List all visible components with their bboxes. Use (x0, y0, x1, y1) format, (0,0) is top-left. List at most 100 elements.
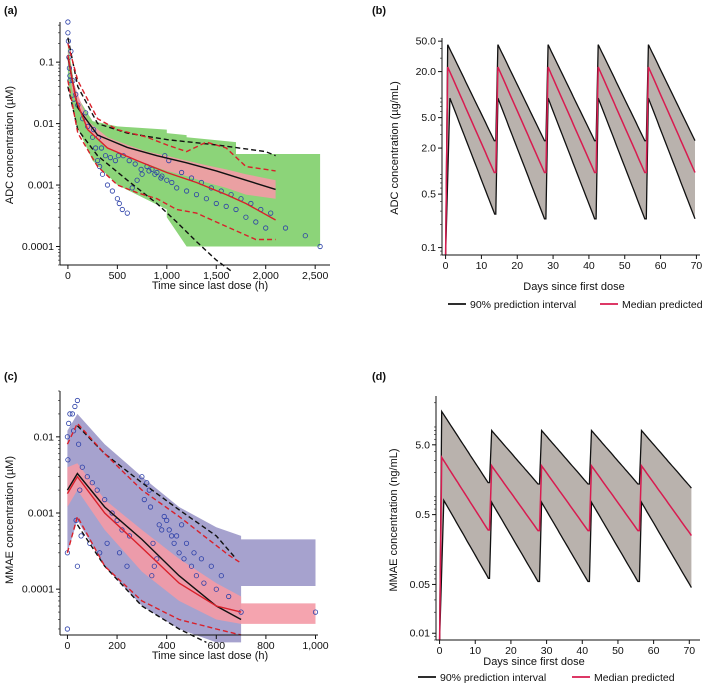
legend-b-pi-label: 90% prediction interval (470, 299, 576, 311)
data-point-a (203, 196, 209, 202)
data-point-c (64, 434, 71, 440)
x-tick-label-d: 40 (576, 645, 588, 657)
data-point-c (149, 573, 155, 579)
pi-lower-line-d (438, 498, 692, 641)
data-point-c (226, 593, 232, 600)
series-line-c-4 (66, 422, 242, 564)
data-point-a (268, 210, 274, 216)
data-point-c (109, 510, 115, 516)
data-point-c (124, 563, 130, 569)
y-axis-label-d: MMAE concentration (ng/mL) (388, 448, 400, 591)
data-point-c (104, 540, 110, 546)
x-tick-label-c: 1,000 (302, 640, 328, 652)
x-tick-label-a: 1,500 (203, 270, 229, 282)
x-tick-label-d: 20 (505, 645, 517, 657)
data-point-a (124, 210, 130, 216)
data-point-c (179, 522, 185, 528)
data-point-a (116, 200, 122, 207)
series-line-a-2 (67, 57, 276, 191)
data-point-a (152, 171, 158, 177)
data-point-c (89, 480, 95, 486)
data-point-a (253, 219, 259, 225)
data-point-a (93, 145, 99, 151)
y-tick-label-b: 2.0 (421, 143, 436, 155)
data-point-a (213, 200, 219, 207)
y-tick-label-a: 0.001 (28, 180, 54, 192)
x-tick-label-c: 800 (257, 640, 275, 652)
data-point-a (65, 30, 71, 36)
y-tick-label-d: 5.0 (415, 439, 430, 451)
data-point-a (99, 171, 106, 177)
data-point-c (102, 496, 108, 503)
data-point-c (69, 411, 76, 417)
series-line-a-3 (67, 54, 276, 221)
data-point-a (282, 225, 289, 231)
y-tick-label-c: 0.001 (28, 508, 54, 520)
data-point-c (97, 550, 103, 556)
data-point-a (83, 110, 89, 116)
x-tick-label-d: 10 (469, 645, 481, 657)
y-axis-label-a: ADC concentration (µM) (4, 86, 16, 204)
data-point-a (243, 214, 249, 220)
x-tick-label-c: 400 (158, 640, 176, 652)
data-point-c (66, 420, 72, 426)
y-tick-label-d: 0.05 (410, 579, 431, 591)
data-point-a (104, 182, 111, 188)
data-point-c (176, 550, 182, 556)
legend-d-pi-label: 90% prediction interval (440, 672, 546, 683)
data-point-c (174, 533, 180, 539)
data-point-c (166, 527, 172, 533)
data-point-a (223, 203, 229, 209)
x-tick-label-d: 50 (612, 645, 624, 657)
data-point-c (208, 563, 214, 569)
series-line-a-1 (67, 86, 232, 272)
x-tick-label-b: 70 (691, 260, 703, 272)
data-point-c (161, 513, 167, 520)
data-point-a (158, 175, 164, 181)
series-line-c-1 (76, 524, 207, 644)
data-point-a (126, 158, 132, 164)
data-point-c (72, 403, 78, 410)
data-point-c (218, 573, 224, 579)
data-point-a (109, 188, 116, 194)
x-tick-label-a: 1,000 (154, 270, 180, 282)
panel-label-a: (a) (4, 5, 18, 17)
x-tick-label-b: 0 (443, 260, 449, 272)
pi-band-d (439, 411, 692, 640)
y-tick-label-a: 0.01 (34, 118, 55, 130)
x-axis-label-c: Time since last dose (h) (152, 650, 268, 662)
data-point-c (119, 527, 125, 533)
series-line-a-0 (67, 37, 276, 157)
y-tick-label-b: 0.5 (421, 189, 436, 201)
data-point-c (213, 586, 219, 592)
y-tick-label-d: 0.01 (410, 628, 431, 640)
data-point-a (184, 188, 190, 194)
data-point-a (107, 155, 114, 161)
x-tick-label-d: 60 (648, 645, 660, 657)
x-tick-label-b: 60 (655, 260, 667, 272)
legend-b-median-label: Median predicted (622, 299, 703, 311)
x-axis-label-a: Time since last dose (h) (152, 280, 268, 292)
data-point-c (188, 563, 195, 569)
pi-band-b (445, 44, 695, 256)
plot-b: 0 10 20 30 40 50 60 70 0.1 0.5 2.0 5.0 20.0 50.0 (416, 36, 703, 272)
data-point-c (67, 411, 73, 417)
data-point-a (119, 206, 125, 213)
data-point-c (126, 533, 133, 539)
data-point-c (193, 573, 199, 579)
x-tick-label-c: 600 (208, 640, 226, 652)
data-point-c (64, 626, 71, 632)
band-purple-c (67, 413, 316, 643)
x-tick-label-a: 0 (65, 270, 71, 282)
y-axis-label-b: ADC concentration (µg/mL) (389, 81, 401, 215)
data-point-a (102, 153, 109, 159)
legend-d: 90% prediction interval Median predicted (418, 672, 675, 683)
data-point-c (171, 540, 177, 546)
series-line-c-5 (66, 514, 242, 636)
x-tick-label-b: 10 (476, 260, 488, 272)
data-point-c (144, 480, 150, 486)
data-point-a (98, 145, 105, 151)
x-tick-label-c: 200 (108, 640, 126, 652)
data-point-c (71, 428, 77, 434)
